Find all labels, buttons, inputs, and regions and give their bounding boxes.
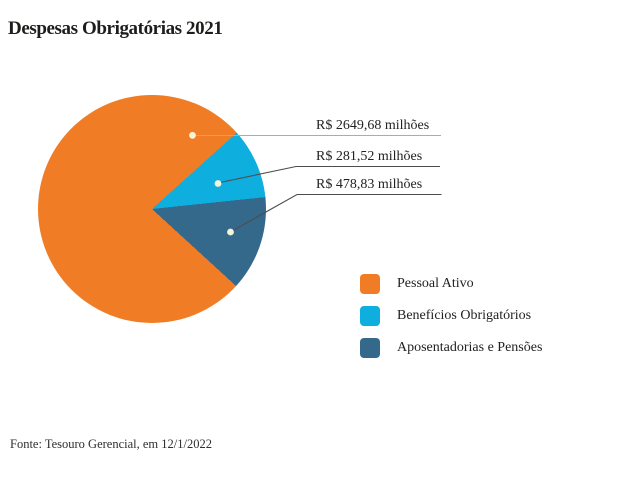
value-label-pessoal-ativo: R$ 2649,68 milhões [316, 118, 430, 133]
legend-label-beneficios-obrigatorios: Benefícios Obrigatórios [397, 308, 532, 323]
source-note: Fonte: Tesouro Gerencial, em 12/1/2022 [10, 437, 212, 451]
legend: Pessoal Ativo Benefícios Obrigatórios Ap… [360, 274, 542, 358]
legend-item-pessoal-ativo: Pessoal Ativo [360, 274, 542, 294]
legend-label-pessoal-ativo: Pessoal Ativo [397, 276, 474, 291]
legend-swatch-beneficios-obrigatorios [360, 306, 380, 326]
value-label-aposentadorias-pensoes: R$ 478,83 milhões [316, 177, 423, 192]
chart-title: Despesas Obrigatórias 2021 [8, 18, 223, 39]
legend-swatch-pessoal-ativo [360, 274, 380, 294]
legend-item-beneficios-obrigatorios: Benefícios Obrigatórios [360, 306, 542, 326]
legend-item-aposentadorias-pensoes: Aposentadorias e Pensões [360, 338, 542, 358]
pie-chart [38, 95, 266, 323]
legend-label-aposentadorias-pensoes: Aposentadorias e Pensões [397, 340, 543, 355]
value-label-beneficios-obrigatorios: R$ 281,52 milhões [316, 149, 423, 164]
legend-swatch-aposentadorias-pensoes [360, 338, 380, 358]
